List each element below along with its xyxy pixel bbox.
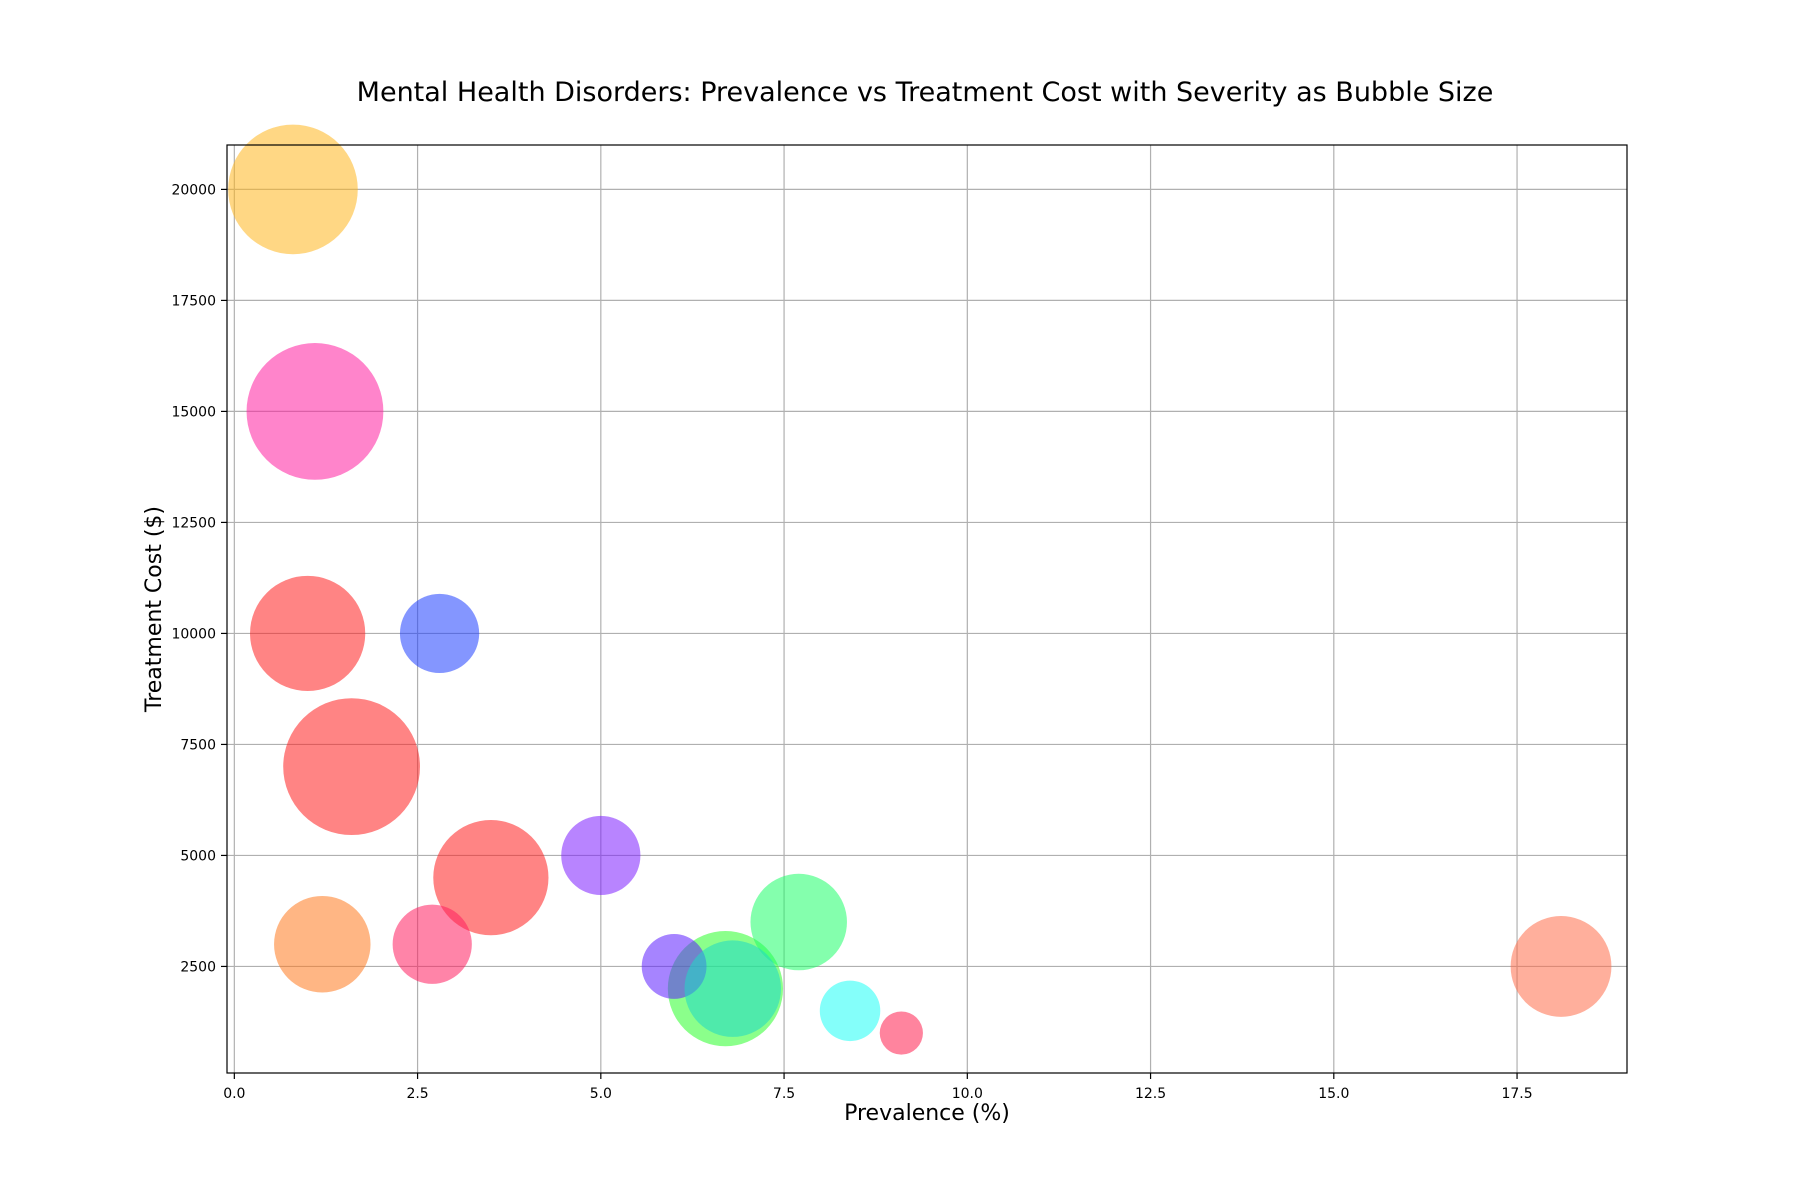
y-tick-label: 7500 [180, 737, 216, 753]
bubble [433, 820, 549, 936]
y-tick-label: 20000 [171, 182, 216, 198]
x-tick-label: 15.0 [1318, 1086, 1349, 1102]
bubble [399, 593, 480, 674]
bubble [879, 1011, 923, 1055]
x-axis-label: Prevalence (%) [844, 1101, 1010, 1126]
bubble [392, 904, 472, 984]
bubble-layer [228, 124, 1612, 1055]
y-tick-label: 5000 [180, 848, 216, 864]
x-tick-label: 7.5 [773, 1086, 795, 1102]
y-tick-label: 17500 [171, 293, 216, 309]
y-tick-label: 15000 [171, 404, 216, 420]
plot-frame [226, 144, 1628, 1074]
bubble [561, 815, 641, 896]
x-axis: 0.0 2.5 5.0 7.5 10.0 12.5 15.0 17.5 [223, 1073, 1533, 1102]
bubble [246, 343, 384, 480]
chart-title: Mental Health Disorders: Prevalence vs T… [357, 77, 1494, 108]
x-tick-label: 17.5 [1501, 1086, 1532, 1102]
bubble [684, 940, 781, 1037]
bubble [1510, 916, 1612, 1017]
x-tick-label: 10.0 [952, 1086, 983, 1102]
x-tick-label: 5.0 [590, 1086, 612, 1102]
y-tick-label: 12500 [171, 515, 216, 531]
y-tick-label: 2500 [180, 959, 216, 975]
y-axis-label: Treatment Cost ($) [142, 506, 167, 713]
bubble [274, 895, 371, 993]
bubble [250, 575, 366, 692]
y-tick-label: 10000 [171, 626, 216, 642]
bubble [228, 124, 358, 255]
bubble [750, 873, 847, 971]
bubble [819, 980, 881, 1042]
bubble [283, 698, 421, 836]
x-tick-label: 2.5 [406, 1086, 428, 1102]
y-axis: 2500 5000 7500 10000 12500 15000 17500 20000 [171, 182, 227, 975]
x-tick-label: 0.0 [223, 1086, 245, 1102]
x-tick-label: 12.5 [1135, 1086, 1166, 1102]
